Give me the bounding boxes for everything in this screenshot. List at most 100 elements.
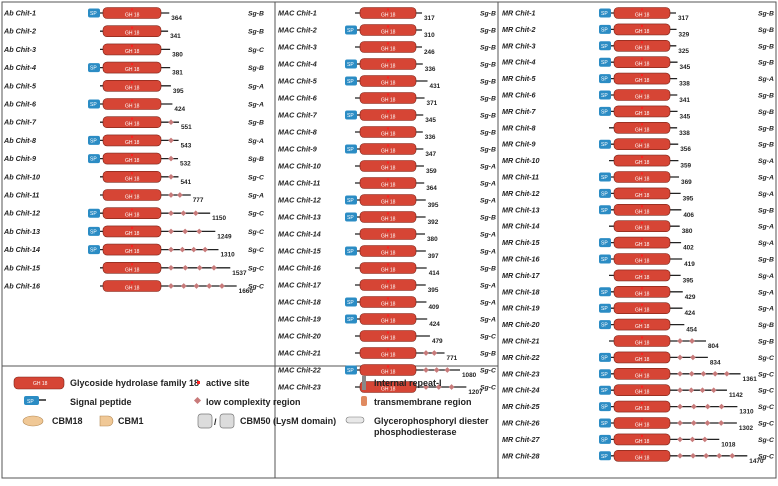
subgroup-label: Sg-A: [758, 158, 774, 165]
gh18-label: GH 18: [635, 341, 650, 347]
length-label: 1537: [232, 270, 247, 277]
protein-row-mac-chit-11: MAC Chit-11 Sg-A GH 18 364: [278, 177, 496, 192]
gh18-domain: [359, 279, 417, 291]
signal-peptide-label: SP: [347, 198, 354, 204]
gh18-domain: [613, 253, 671, 265]
subgroup-label: Sg-A: [758, 306, 774, 313]
subgroup-label: Sg-B: [758, 339, 774, 346]
active-site-marker: [641, 74, 643, 77]
protein-name: Ab Chit-14: [3, 245, 40, 254]
gh18-label: GH 18: [125, 140, 140, 146]
gh18-domain: [359, 92, 417, 104]
gh18-label: GH 18: [125, 195, 140, 201]
subgroup-label: Sg-B: [758, 322, 774, 329]
low-complexity-marker: [196, 228, 203, 235]
gh18-label: GH 18: [635, 275, 650, 281]
active-site-marker: [641, 41, 643, 44]
protein-name: MAC Chit-2: [278, 26, 317, 35]
signal-peptide-label: SP: [601, 437, 608, 443]
protein-name: MAC Chit-13: [278, 213, 321, 222]
signal-peptide: [599, 320, 611, 330]
gh18-label: GH 18: [635, 406, 650, 412]
low-complexity-marker: [704, 420, 711, 426]
gh18-domain: [359, 313, 417, 325]
signal-peptide: [599, 402, 611, 412]
protein-row-mac-chit-2: MAC Chit-2 Sg-B GH 18 SP 310: [278, 24, 496, 39]
gh18-domain: [102, 98, 162, 110]
protein-row-mr-chit-27: MR Chit-27 Sg-C GH 18 SP 1018: [502, 433, 774, 448]
length-label: 395: [173, 88, 184, 95]
gh18-label: GH 18: [635, 226, 650, 232]
protein-row-mr-chit-17: MR Chit-17 Sg-A GH 18 395: [502, 269, 774, 284]
gh18-label: GH 18: [635, 242, 650, 248]
protein-row-mac-chit-10: MAC Chit-10 Sg-A GH 18 359: [278, 160, 496, 175]
active-site-marker: [387, 263, 389, 266]
legend-cbm50-label: CBM50 (LysM domain): [240, 416, 336, 426]
legend-gh-symbol: [13, 376, 65, 390]
low-complexity-marker: [206, 283, 213, 289]
active-site-marker: [131, 172, 133, 175]
signal-peptide: [599, 385, 611, 395]
length-label: 414: [429, 270, 440, 277]
signal-peptide: [599, 418, 611, 428]
legend-gh-symbol-label: GH 18: [33, 381, 48, 387]
active-site-marker: [387, 76, 389, 79]
legend-active-entry: active site: [197, 378, 250, 388]
subgroup-label: Sg-A: [758, 273, 774, 280]
protein-row-mac-chit-18: MAC Chit-18 Sg-A GH 18 SP 409: [278, 296, 496, 311]
length-label: 1660: [239, 288, 254, 295]
active-site-marker: [131, 263, 133, 266]
signal-peptide-label: SP: [347, 28, 354, 34]
length-label: 1470: [749, 458, 764, 465]
active-site-marker: [387, 8, 389, 11]
legend-cbm1-symbol: [99, 415, 114, 427]
gh18-label: GH 18: [125, 249, 140, 255]
protein-name: MR Chit-15: [502, 238, 541, 247]
length-label: 395: [428, 287, 439, 294]
protein-name: Ab Chit-13: [3, 227, 40, 236]
gh18-domain: [613, 171, 671, 183]
length-label: 395: [683, 195, 694, 202]
gh18-domain: [613, 318, 671, 331]
protein-name: MR Chit-2: [502, 25, 536, 34]
signal-peptide-label: SP: [90, 211, 97, 217]
legend-repeat-label: Internal repeat-I: [374, 378, 442, 388]
gh18-label: GH 18: [125, 13, 140, 19]
subgroup-label: Sg-C: [758, 388, 774, 395]
protein-row-mr-chit-11: MR Chit-11 Sg-A GH 18 SP 369: [502, 171, 774, 186]
protein-name: MR Chit-17: [502, 271, 541, 280]
signal-peptide-label: SP: [347, 62, 354, 68]
protein-row-ab-chit-8: Ab Chit-8 Sg-A GH 18 SP 543: [3, 134, 264, 149]
low-complexity-marker: [182, 264, 189, 271]
signal-peptide-label: SP: [601, 27, 608, 33]
protein-name: Ab Chit-4: [3, 63, 36, 72]
legend-cbm1-label: CBM1: [118, 416, 144, 426]
length-label: 345: [680, 64, 691, 71]
subgroup-label: Sg-A: [480, 232, 496, 239]
legend-tm-entry: transmembrane region: [361, 396, 472, 407]
signal-peptide: [345, 365, 357, 375]
length-label: 341: [170, 33, 181, 40]
legend-lc-symbol: [193, 396, 202, 405]
protein-name: MAC Chit-4: [278, 60, 317, 69]
protein-row-ab-chit-2: Ab Chit-2 Sg-B GH 18 341: [3, 25, 264, 40]
subgroup-label: Sg-B: [758, 11, 774, 18]
low-complexity-marker: [168, 192, 174, 198]
low-complexity-marker: [423, 367, 429, 373]
low-complexity-marker: [202, 246, 208, 253]
protein-name: MR Chit-6: [502, 91, 537, 100]
active-site-marker: [387, 314, 389, 317]
subgroup-label: Sg-A: [758, 224, 774, 231]
length-label: 454: [686, 327, 697, 334]
signal-peptide-label: SP: [601, 208, 608, 214]
active-site-marker: [641, 352, 643, 355]
legend: GH 18 Glycoside hydrolase family 18 SP S…: [13, 376, 489, 437]
low-complexity-marker: [180, 283, 187, 289]
protein-row-mac-chit-19: MAC Chit-19 Sg-A GH 18 SP 424: [278, 313, 496, 328]
gh18-label: GH 18: [635, 259, 650, 265]
protein-name: MR Chit-21: [502, 337, 540, 346]
low-complexity-marker: [177, 192, 183, 198]
signal-peptide: [345, 59, 357, 69]
signal-peptide: [88, 63, 100, 73]
